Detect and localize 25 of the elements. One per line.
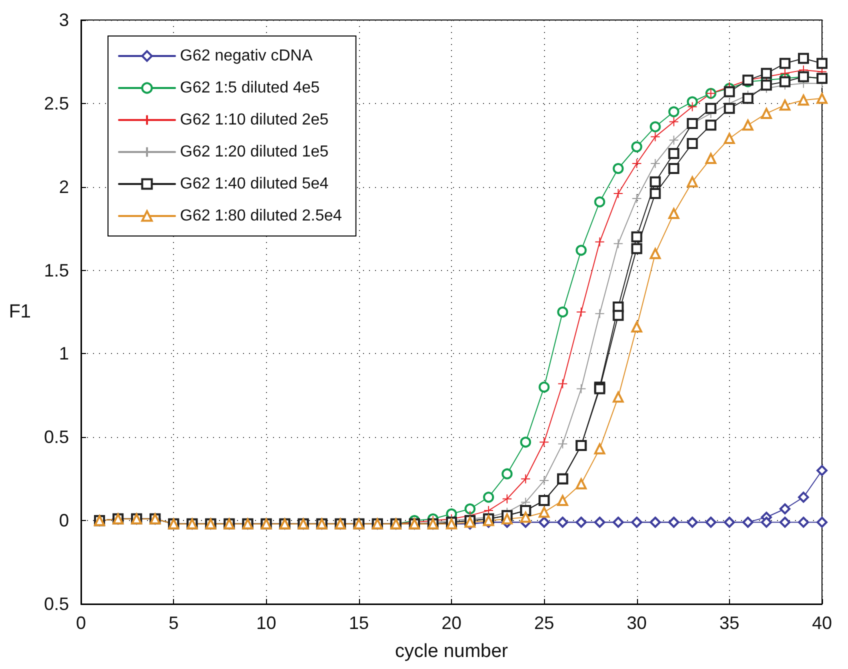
legend-label: G62 1:20 diluted 1e5 bbox=[180, 144, 329, 160]
legend-label: G62 1:10 diluted 2e5 bbox=[180, 112, 329, 128]
y-tick-label: 0.5 bbox=[44, 427, 69, 448]
legend-label: G62 negativ cDNA bbox=[180, 48, 313, 64]
y-tick-label: 1.5 bbox=[44, 260, 69, 280]
x-tick-label: 20 bbox=[441, 613, 462, 633]
y-tick-label: 3 bbox=[58, 10, 69, 30]
x-axis-title: cycle number bbox=[395, 641, 509, 662]
x-tick-label: 35 bbox=[719, 613, 740, 633]
x-tick-label: 30 bbox=[626, 613, 647, 633]
x-tick-label: 25 bbox=[534, 613, 554, 633]
x-tick-label: 10 bbox=[256, 613, 276, 633]
y-axis-title: F1 bbox=[8, 302, 31, 322]
y-tick-label: 1 bbox=[58, 344, 69, 364]
y-tick-label: 2.5 bbox=[44, 93, 69, 114]
x-tick-label: 15 bbox=[348, 613, 369, 633]
x-tick-label: 40 bbox=[812, 613, 832, 633]
x-tick-label: 0 bbox=[76, 613, 86, 633]
y-tick-label: 0.5 bbox=[44, 594, 69, 614]
y-tick-label: 0 bbox=[58, 510, 69, 531]
legend-label: G62 1:80 diluted 2.5e4 bbox=[180, 208, 342, 224]
x-tick-label: 5 bbox=[168, 613, 179, 633]
y-tick-label: 2 bbox=[58, 176, 69, 197]
legend-label: G62 1:40 diluted 5e4 bbox=[180, 176, 329, 192]
legend-label: G62 1:5 diluted 4e5 bbox=[180, 80, 320, 96]
